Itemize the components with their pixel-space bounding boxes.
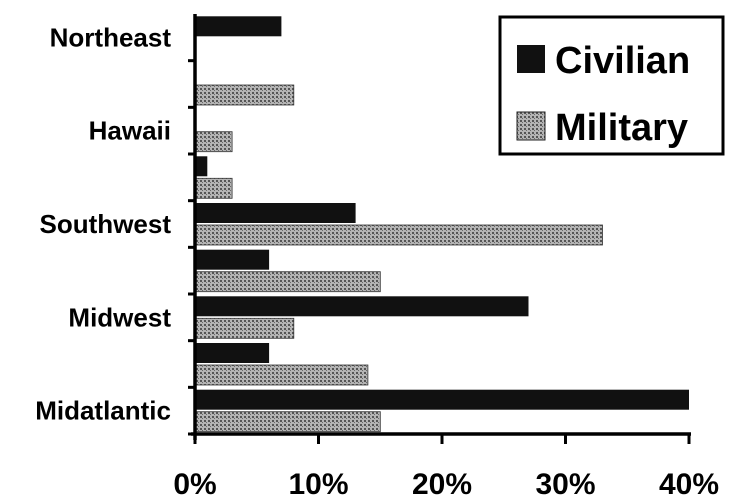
- x-tick-labels: 0% 10% 20% 30% 40%: [173, 468, 719, 501]
- x-tick-label: 40%: [659, 468, 719, 501]
- legend-swatch-military: [516, 111, 546, 141]
- y-tick-labels: Midatlantic Midwest Southwest Hawaii Northea…: [35, 22, 171, 425]
- bar-military-2: [194, 317, 295, 339]
- bar-civilian-2: [195, 296, 529, 317]
- bar-military-6: [194, 131, 233, 153]
- bar-civilian-1: [195, 343, 270, 363]
- bar-military-7: [194, 84, 295, 106]
- y-tick-label: Hawaii: [89, 116, 171, 146]
- x-tick-label: 0%: [173, 468, 216, 501]
- bar-civilian-8: [195, 16, 282, 37]
- x-tick-label: 20%: [412, 468, 472, 501]
- y-tick-label: Midwest: [68, 302, 171, 332]
- y-tick-label: Midatlantic: [35, 396, 171, 426]
- bar-military-4: [194, 224, 603, 246]
- legend-swatch-civilian: [517, 45, 545, 73]
- legend-label-military: Military: [555, 107, 688, 149]
- bar-civilian-4: [195, 203, 356, 223]
- bar-military-5: [194, 177, 233, 199]
- bar-military-0: [194, 411, 381, 433]
- x-tick-label: 30%: [535, 468, 595, 501]
- bars-group: [194, 16, 689, 433]
- x-tick-label: 10%: [288, 468, 348, 501]
- bar-civilian-0: [195, 389, 689, 410]
- legend-label-civilian: Civilian: [555, 40, 690, 82]
- y-tick-label: Northeast: [50, 22, 172, 52]
- bar-civilian-5: [195, 156, 208, 177]
- legend: Civilian Military: [498, 15, 725, 156]
- bar-military-1: [194, 364, 369, 386]
- y-tick-label: Southwest: [40, 209, 172, 239]
- bar-military-3: [194, 271, 381, 293]
- bar-civilian-3: [195, 249, 270, 270]
- axes-group: [188, 14, 691, 444]
